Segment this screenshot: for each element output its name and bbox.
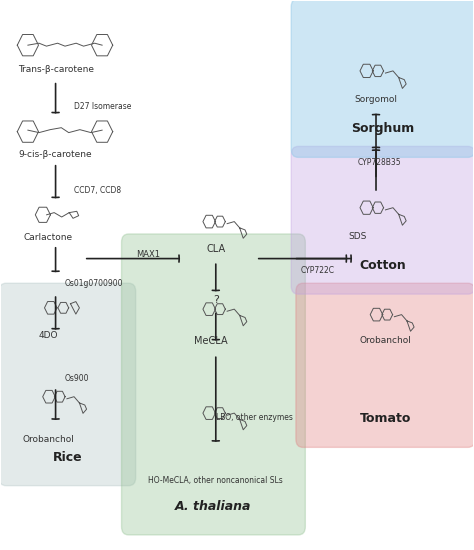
Text: Sorghum: Sorghum (351, 123, 415, 135)
Text: Sorgomol: Sorgomol (355, 95, 398, 104)
Text: Orobanchol: Orobanchol (359, 336, 411, 345)
Text: MAX1: MAX1 (136, 250, 160, 258)
Text: Rice: Rice (53, 451, 82, 464)
Text: LBO, other enzymes: LBO, other enzymes (216, 413, 292, 422)
FancyBboxPatch shape (291, 146, 474, 294)
Text: CYP722C: CYP722C (301, 266, 335, 275)
Text: Os01g0700900: Os01g0700900 (65, 279, 124, 288)
Text: SDS: SDS (348, 232, 366, 241)
Text: D27 Isomerase: D27 Isomerase (74, 102, 132, 111)
Text: Carlactone: Carlactone (24, 233, 73, 243)
Text: Cotton: Cotton (360, 259, 406, 272)
Text: Orobanchol: Orobanchol (23, 434, 74, 444)
FancyBboxPatch shape (121, 234, 305, 535)
Text: CLA: CLA (206, 244, 225, 254)
Text: Tomato: Tomato (360, 412, 411, 426)
FancyBboxPatch shape (291, 0, 474, 157)
Text: Trans-β-carotene: Trans-β-carotene (18, 65, 93, 74)
Text: 9-cis-β-carotene: 9-cis-β-carotene (19, 150, 92, 159)
Text: 4DO: 4DO (39, 331, 58, 340)
Text: MeCLA: MeCLA (194, 336, 228, 345)
Text: CYP728B35: CYP728B35 (357, 158, 401, 167)
FancyBboxPatch shape (296, 283, 474, 447)
Text: A. thaliana: A. thaliana (175, 500, 252, 513)
Text: Os900: Os900 (65, 375, 90, 383)
FancyBboxPatch shape (0, 283, 136, 486)
Text: CCD7, CCD8: CCD7, CCD8 (74, 186, 121, 195)
Text: ?: ? (213, 295, 219, 305)
Text: HO-MeCLA, other noncanonical SLs: HO-MeCLA, other noncanonical SLs (148, 476, 283, 485)
